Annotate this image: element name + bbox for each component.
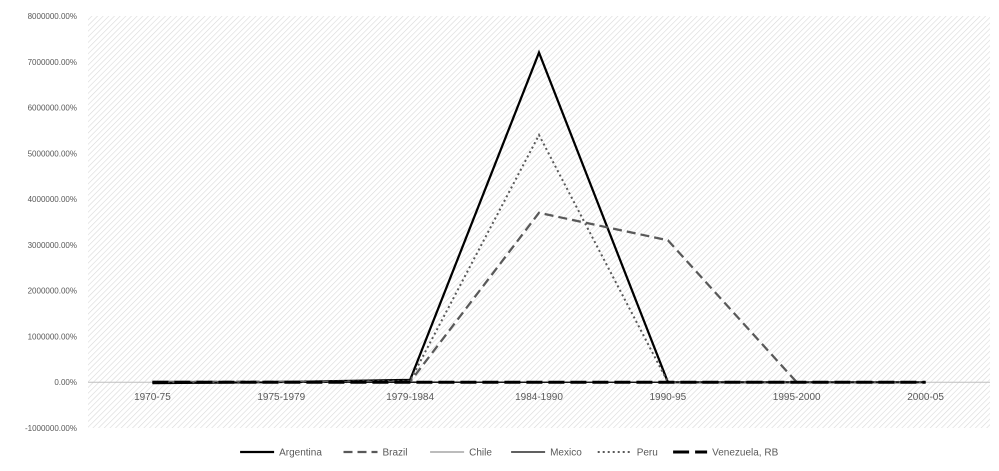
- y-tick-label: 0.00%: [54, 378, 77, 387]
- y-tick-label: 3000000.00%: [28, 241, 77, 250]
- legend-label: Peru: [637, 448, 658, 459]
- y-tick-label: 6000000.00%: [28, 104, 77, 113]
- x-tick-label: 1984-1990: [515, 392, 563, 403]
- x-tick-label: 1995-2000: [773, 392, 821, 403]
- series-line-peru: [152, 132, 926, 384]
- series-layer: [152, 49, 926, 385]
- legend: Argentina Brazil Chile Mexico Peru Venezuela,…: [240, 448, 779, 459]
- y-tick-label: 2000000.00%: [28, 287, 77, 296]
- legend-label: Brazil: [383, 448, 408, 459]
- x-axis: 1970-75 1975-1979 1979-1984 1984-1990 1990-9…: [134, 392, 944, 403]
- y-tick-label: 5000000.00%: [28, 149, 77, 158]
- legend-label: Mexico: [550, 448, 582, 459]
- y-tick-label: 1000000.00%: [28, 332, 77, 341]
- x-tick-label: 1979-1984: [386, 392, 434, 403]
- x-tick-label: 2000-05: [907, 392, 944, 403]
- x-tick-label: 1975-1979: [257, 392, 305, 403]
- legend-label: Argentina: [279, 448, 322, 459]
- x-tick-label: 1990-95: [650, 392, 687, 403]
- x-tick-label: 1970-75: [134, 392, 171, 403]
- y-tick-label: 7000000.00%: [28, 58, 77, 67]
- y-tick-label: -1000000.00%: [25, 424, 77, 433]
- y-tick-label: 4000000.00%: [28, 195, 77, 204]
- plot-area: [88, 16, 990, 428]
- y-tick-label: 8000000.00%: [28, 12, 77, 21]
- legend-label: Venezuela, RB: [712, 448, 778, 459]
- legend-label: Chile: [469, 448, 492, 459]
